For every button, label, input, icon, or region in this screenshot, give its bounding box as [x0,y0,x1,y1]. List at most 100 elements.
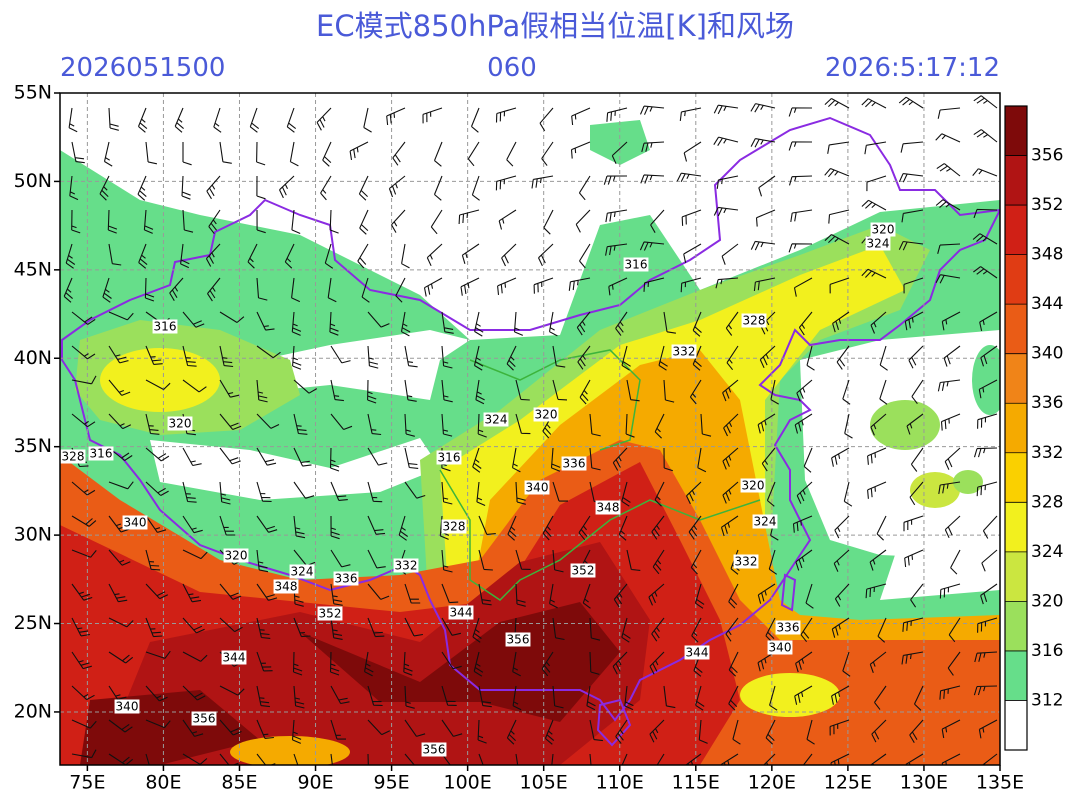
wind-barb [182,753,208,765]
wind-barb [940,413,961,431]
contour-label: 344 [686,646,709,660]
wind-barb [618,515,628,541]
wind-barb [219,345,234,368]
wind-barb [474,311,484,337]
wind-barb [256,753,276,765]
wind-barb [542,413,554,439]
wind-barb [692,311,702,337]
wind-barb [256,209,266,234]
wind-barb [398,515,409,541]
wind-barb [870,413,887,436]
contour-label: 352 [319,607,342,621]
wind-barb [293,583,304,607]
contour-label: 316 [625,258,648,272]
lon-tick-label: 135E [976,772,1024,794]
wind-barb [181,175,191,200]
wind-barb [512,685,522,711]
wind-barb [795,651,813,673]
wind-barb [182,311,205,328]
wind-barb [788,243,813,253]
contour-label: 336 [335,572,358,586]
wind-barb [63,277,73,303]
wind-barb [513,311,524,336]
colorbar-label: 352 [1031,195,1063,215]
wind-barb [284,243,295,269]
river [469,349,641,451]
wind-barb [871,719,887,743]
wind-barb [182,617,205,634]
contour-label-box [60,449,86,464]
wind-barb [909,481,924,506]
wind-barb [728,651,739,677]
wind-barb [286,107,297,133]
contour-label-box [741,313,767,328]
wind-barb [441,549,453,573]
wind-barb [330,583,343,606]
wind-barb [256,549,269,573]
wind-barb [404,481,426,499]
wind-barb [349,141,369,160]
wind-barb [145,515,167,533]
wind-barb [478,549,493,571]
wind-barb [796,379,813,402]
lon-tick-label: 100E [443,772,491,794]
colorbar-bin [1005,106,1027,156]
wind-barb [367,481,383,503]
field-region [953,470,983,494]
wind-barb [879,345,888,371]
wind-barb [531,175,554,189]
colorbar-bin [1005,601,1027,651]
contour-label: 340 [116,700,139,714]
wind-barb [404,413,415,437]
forecast-hour: 060 [487,53,537,83]
wind-barb [219,583,242,600]
wind-barb [877,617,887,643]
wind-barb [515,379,530,401]
wind-barb [544,719,555,745]
wind-barb [108,753,134,765]
wind-barb [621,345,631,371]
wind-barb [770,379,779,405]
wind-barb [589,413,601,437]
contour-labels: 320 324 316 328 332 316 320 328 316 340 … [60,222,896,757]
wind-barb [944,515,961,539]
wind-barb [361,277,370,303]
lon-tick-label: 115E [672,772,720,794]
wind-barb [576,311,591,336]
wind-barb [358,175,369,201]
wind-barb [219,413,242,431]
wind-barb [291,277,301,303]
wind-barb [208,209,221,235]
wind-barb [219,617,243,633]
wind-barb [861,199,887,211]
wind-barb [803,447,813,473]
wind-barb [800,617,813,643]
wind-barb [937,107,961,119]
wind-barb [404,583,421,604]
wind-barb [861,268,887,279]
wind-barb [649,719,665,743]
wind-barb [441,617,462,636]
wind-barb [515,481,526,505]
wind-barb [911,379,924,405]
wind-barb [824,234,850,245]
lon-tick-label: 105E [520,772,568,794]
contour-label: 324 [754,515,777,529]
wind-barb [938,481,961,494]
contour-label: 332 [395,559,418,573]
wind-barb [293,481,315,499]
wind-barb [663,379,675,403]
wind-barb [766,481,776,507]
wind-barb [608,277,628,296]
wind-barb [182,481,197,503]
wind-barb [71,375,97,385]
wind-barb [137,175,147,201]
wind-barb [974,651,998,663]
wind-barb [589,617,601,641]
wind-barb [439,515,450,540]
wind-barb [788,107,813,117]
wind-barb [388,175,406,198]
wind-barb [621,753,628,765]
colorbar-label: 332 [1031,443,1063,463]
lon-tick-label: 95E [373,772,409,794]
